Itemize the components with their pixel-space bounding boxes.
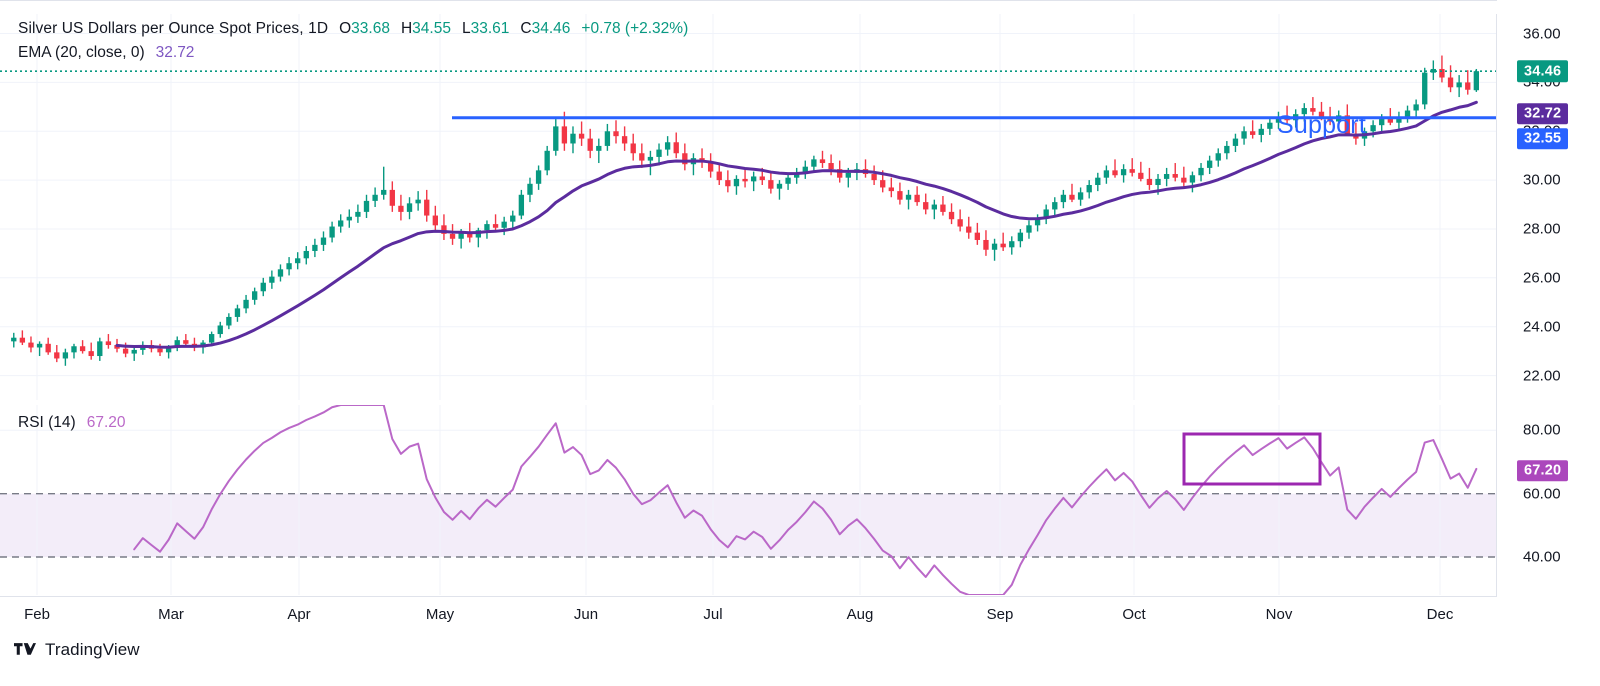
pane-separator [0, 0, 1497, 1]
rsi-value-badge[interactable]: 67.20 [1517, 460, 1569, 482]
price-axis-tick: 22.00 [1523, 367, 1561, 385]
time-axis-tick: Jun [573, 606, 599, 623]
rsi-box-annotation [1182, 432, 1322, 486]
time-axis-tick: Apr [287, 606, 311, 623]
candlestick-plot [0, 14, 1497, 400]
time-axis-tick: Aug [846, 606, 874, 623]
axis-separator-horizontal [0, 596, 1497, 597]
tradingview-logo-icon [14, 642, 36, 655]
time-axis-tick: May [425, 606, 455, 623]
axis-separator-vertical [1496, 14, 1497, 596]
rsi-plot [0, 405, 1497, 595]
price-axis-tick: 36.00 [1523, 25, 1561, 42]
rsi-axis[interactable]: 80.00 60.00 40.00 67.20 [1497, 405, 1600, 595]
support-annotation-label[interactable]: Support [1277, 111, 1366, 139]
rsi-axis-tick: 40.00 [1523, 548, 1561, 566]
price-axis-tick: 30.00 [1523, 171, 1561, 189]
price-axis-tick: 24.00 [1523, 318, 1561, 336]
price-axis-tick: 28.00 [1523, 220, 1561, 238]
time-axis-tick: Sep [986, 606, 1014, 623]
price-pane[interactable] [0, 14, 1497, 400]
time-axis-tick: Jul [703, 606, 723, 623]
tradingview-footer[interactable]: TradingView [14, 640, 140, 660]
support-price-badge[interactable]: 32.55 [1517, 128, 1569, 150]
tradingview-brand-name: TradingView [45, 640, 140, 659]
rsi-pane[interactable] [0, 405, 1497, 595]
time-axis-tick: Mar [158, 606, 184, 623]
price-axis-tick: 26.00 [1523, 269, 1561, 287]
rsi-axis-tick: 60.00 [1523, 485, 1561, 503]
price-axis[interactable]: 36.0034.0032.0030.0028.0026.0024.0022.00… [1497, 14, 1600, 400]
ema-price-badge[interactable]: 32.72 [1517, 102, 1569, 125]
time-axis-tick: Dec [1426, 606, 1454, 623]
rsi-axis-tick: 80.00 [1523, 421, 1561, 439]
time-axis[interactable]: Feb Mar Apr May Jun Jul Aug Sep Oct Nov Dec [0, 596, 1497, 634]
time-axis-tick: Feb [24, 606, 50, 623]
time-axis-tick: Oct [1122, 606, 1146, 623]
last-price-badge[interactable]: 34.46 [1517, 60, 1569, 82]
time-axis-tick: Nov [1265, 606, 1293, 623]
